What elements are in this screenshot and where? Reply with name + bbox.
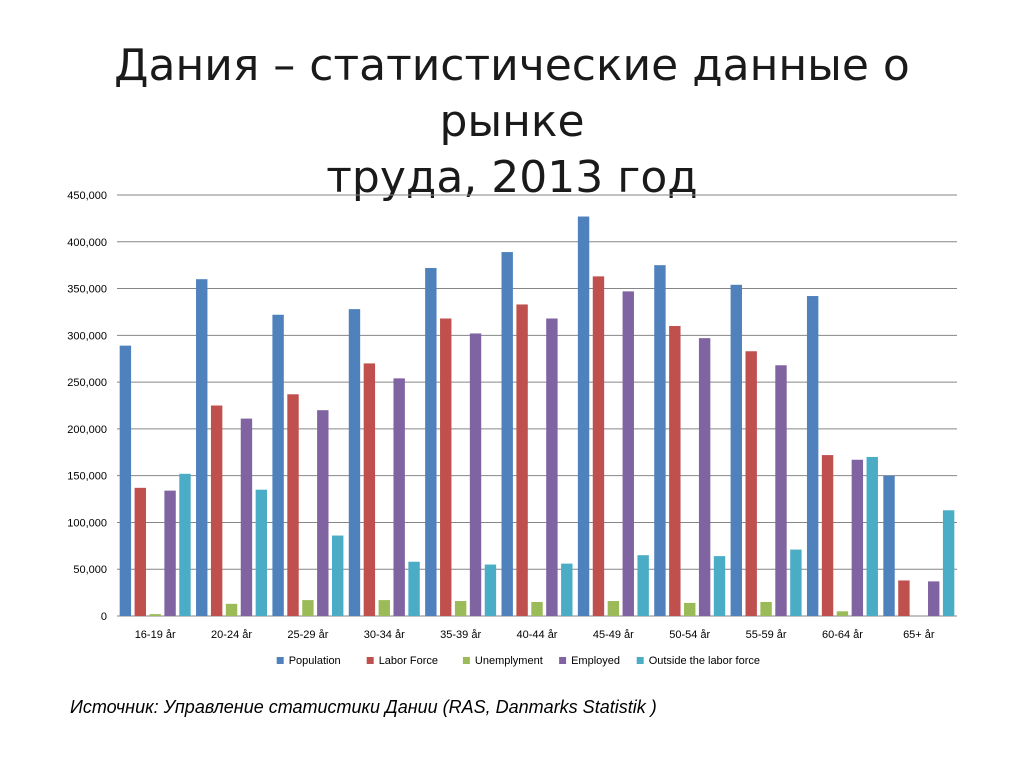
- bar: [501, 252, 513, 616]
- bar: [164, 490, 176, 616]
- legend-label: Unemplyment: [475, 655, 543, 667]
- bar: [622, 291, 634, 616]
- bar: [348, 309, 361, 616]
- y-tick-label: 0: [101, 611, 107, 623]
- x-tick-label: 35-39 år: [440, 629, 481, 641]
- legend-swatch: [276, 657, 284, 664]
- bar: [469, 333, 482, 616]
- x-tick-label: 45-49 år: [593, 629, 634, 641]
- bar: [425, 267, 437, 616]
- bar: [942, 510, 955, 616]
- bar: [516, 304, 528, 616]
- y-tick-label: 250,000: [67, 377, 107, 389]
- bar: [883, 475, 895, 616]
- x-tick-label: 40-44 år: [517, 629, 558, 641]
- y-tick-label: 300,000: [67, 330, 107, 342]
- bar: [898, 580, 910, 616]
- x-tick-label: 55-59 år: [746, 629, 787, 641]
- legend-swatch: [366, 657, 374, 664]
- bar: [287, 394, 299, 616]
- bar: [363, 363, 376, 616]
- legend-label: Employed: [571, 655, 620, 667]
- y-tick-label: 400,000: [67, 237, 107, 249]
- slide-title-line-1: Дания – статистические данные о рынке: [114, 40, 910, 147]
- bar: [378, 600, 390, 616]
- bar: [684, 602, 696, 616]
- bar: [806, 296, 819, 616]
- bar: [928, 581, 940, 616]
- bar: [698, 338, 711, 616]
- x-tick-label: 60-64 år: [822, 629, 863, 641]
- bar: [561, 563, 573, 616]
- source-note: Источник: Управление статистики Дании (R…: [70, 697, 657, 717]
- bar: [866, 456, 878, 616]
- bar: [317, 410, 329, 616]
- bar: [730, 284, 742, 616]
- bar: [272, 314, 284, 616]
- x-tick-label: 16-19 år: [135, 629, 176, 641]
- y-tick-label: 100,000: [67, 517, 107, 529]
- y-tick-label: 150,000: [67, 471, 107, 483]
- legend-label: Population: [289, 655, 341, 667]
- x-tick-label: 65+ år: [903, 629, 935, 641]
- bar: [713, 556, 726, 616]
- bar: [484, 564, 497, 616]
- bar: [454, 601, 467, 616]
- x-tick-label: 20-24 år: [211, 629, 252, 641]
- bar: [836, 611, 849, 616]
- bar: [393, 378, 405, 616]
- bar: [775, 365, 787, 616]
- bar: [760, 601, 772, 616]
- x-tick-label: 25-29 år: [287, 629, 328, 641]
- bar: [149, 614, 161, 616]
- bar: [255, 489, 268, 616]
- bar: [134, 487, 146, 616]
- bar: [851, 459, 864, 616]
- bar: [577, 216, 590, 617]
- y-tick-label: 350,000: [67, 284, 107, 296]
- bar: [179, 473, 191, 616]
- bar: [546, 318, 558, 616]
- bar: [210, 405, 223, 616]
- bar: [669, 325, 681, 616]
- legend-swatch: [636, 657, 644, 664]
- bar: [745, 351, 757, 616]
- y-tick-label: 50,000: [73, 564, 107, 576]
- bar: [302, 600, 314, 616]
- bar: [654, 265, 666, 616]
- bar: [637, 555, 649, 616]
- bar: [196, 279, 208, 616]
- slide-title: Дания – статистические данные о рынке тр…: [40, 38, 984, 206]
- bar: [821, 455, 834, 616]
- bar: [440, 318, 452, 616]
- bar-chart: 0 50,000 100,000 150,000 200,000 250,000 300,0…: [67, 190, 957, 667]
- bar: [607, 601, 620, 616]
- x-tick-label: 50-54 år: [669, 629, 710, 641]
- bar: [408, 561, 420, 616]
- legend-label: Outside the labor force: [649, 655, 760, 667]
- bar: [240, 418, 253, 616]
- bar: [119, 345, 132, 616]
- y-tick-label: 450,000: [67, 190, 107, 202]
- bar: [531, 601, 543, 616]
- bar: [790, 549, 802, 616]
- x-tick-label: 30-34 år: [364, 629, 405, 641]
- legend-label: Labor Force: [379, 655, 438, 667]
- legend-swatch: [559, 657, 567, 664]
- bar: [332, 535, 344, 616]
- bar: [592, 276, 605, 616]
- legend-swatch: [462, 657, 470, 664]
- y-tick-label: 200,000: [67, 424, 107, 436]
- bar: [225, 603, 238, 616]
